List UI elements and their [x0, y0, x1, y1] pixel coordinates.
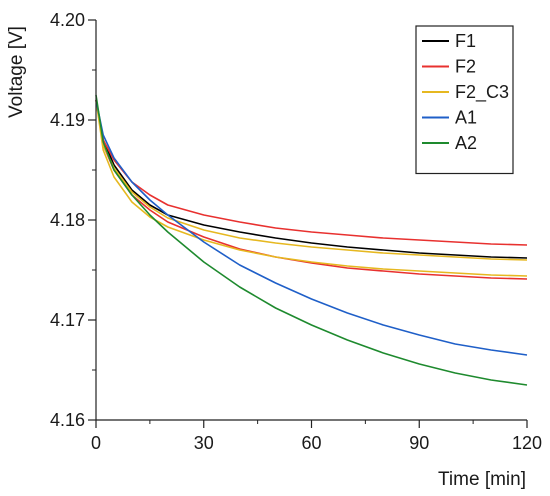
legend-label-f2: F2 [455, 57, 476, 77]
series-layer [95, 94, 528, 386]
series-line-f2-c3 [95, 99, 528, 261]
y-tick-label: 4.20 [50, 10, 85, 30]
x-tick-label: 60 [301, 433, 321, 453]
y-tick-label: 4.19 [50, 110, 85, 130]
axes-layer: 0 30 60 90 120 4.16 4.17 4.18 4.19 4.20 [50, 10, 542, 453]
y-tick-label: 4.17 [50, 310, 85, 330]
x-tick-label: 90 [409, 433, 429, 453]
y-tick-label: 4.16 [50, 410, 85, 430]
series-line-repeat-4 [95, 99, 528, 277]
y-tick-label: 4.18 [50, 210, 85, 230]
x-tick-label: 0 [91, 433, 101, 453]
x-tick-label: 30 [194, 433, 214, 453]
legend-label-f1: F1 [455, 31, 476, 51]
series-line-a1 [95, 99, 528, 356]
x-tick-label: 120 [512, 433, 542, 453]
legend-label-f2-c3: F2_C3 [455, 82, 509, 103]
x-axis-title: Time [min] [438, 469, 526, 490]
legend-label-a1: A1 [455, 108, 477, 128]
series-line-a2 [95, 94, 528, 386]
legend-box [415, 25, 514, 175]
legend: F1 F2 F2_C3 A1 A2 [415, 25, 514, 175]
legend-label-a2: A2 [455, 133, 477, 153]
series-line-f1 [95, 99, 528, 259]
y-axis-title: Voltage [V] [6, 26, 27, 118]
